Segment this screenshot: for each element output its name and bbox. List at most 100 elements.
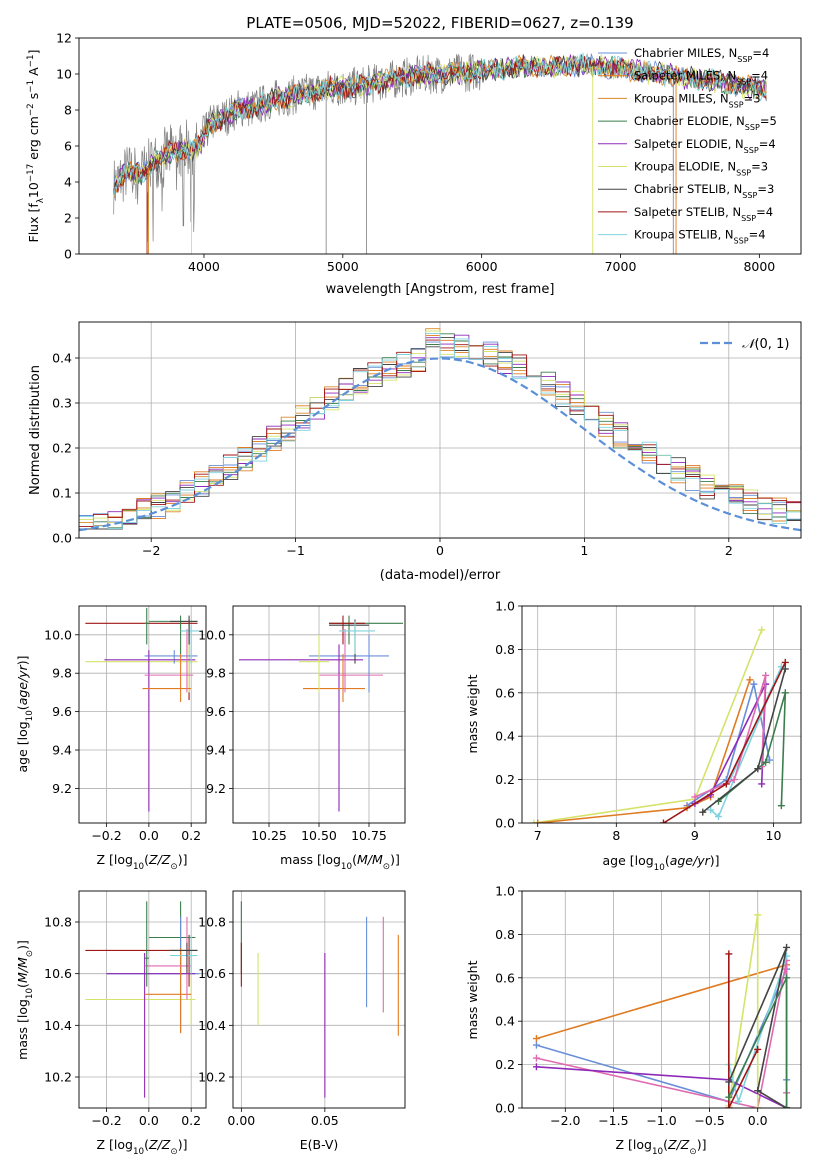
x-axis-label: mass [log10(M/M⊙)] bbox=[280, 852, 400, 872]
x-tick-label: −1 bbox=[286, 543, 304, 558]
x-tick-label: 0.00 bbox=[227, 1113, 255, 1128]
weight-metallicity-marker bbox=[754, 911, 762, 919]
y-tick-label: 0.2 bbox=[495, 772, 515, 787]
plot-area bbox=[79, 328, 801, 532]
weight-metallicity-marker bbox=[532, 1063, 540, 1071]
gaussian-reference-line bbox=[79, 357, 801, 532]
y-tick-label: 10.6 bbox=[198, 966, 226, 981]
y-tick-label: 9.6 bbox=[206, 704, 226, 719]
y-axis-label: age [log10(age/yr)] bbox=[15, 655, 35, 772]
panel-residuals: −2 −1 0 1 2 0.0 0.1 0.2 0.3 0.4 𝒩(0, 1) (data-model… bbox=[28, 321, 802, 583]
spectrum-model-line bbox=[113, 52, 767, 198]
weight-metallicity-marker bbox=[754, 1104, 762, 1108]
x-tick-label: 5000 bbox=[327, 259, 359, 274]
weight-age-marker bbox=[781, 689, 789, 697]
y-tick-label: 9.6 bbox=[52, 704, 72, 719]
weight-age-marker bbox=[707, 806, 715, 814]
panel-weight_vs_age: 7 8 9 10 0.0 0.2 0.4 0.6 0.8 1.0 age [log10(age/yr… bbox=[465, 599, 802, 873]
y-tick-label: 9.2 bbox=[206, 781, 226, 796]
x-tick-label: 7000 bbox=[605, 259, 637, 274]
y-tick-label: 0.1 bbox=[52, 486, 72, 501]
legend-entry: Salpeter STELIB, NSSP=4 bbox=[634, 205, 773, 223]
x-tick-label: 0 bbox=[436, 543, 444, 558]
x-tick-label: 0.05 bbox=[311, 1113, 339, 1128]
weight-age-marker bbox=[659, 819, 667, 823]
x-axis-label: Z [log10(Z/Z⊙)] bbox=[97, 1137, 188, 1157]
weight-age-marker bbox=[722, 780, 730, 788]
plot-area bbox=[239, 615, 403, 812]
panel-mass_vs_ebv: 0.00 0.05 10.2 10.4 10.6 10.8 E(B-V) bbox=[198, 890, 406, 1152]
weight-age-marker bbox=[762, 671, 770, 679]
y-axis-label: mass weight bbox=[465, 674, 480, 753]
weight-metallicity-marker bbox=[725, 1093, 733, 1101]
weight-age-marker bbox=[758, 626, 766, 634]
y-tick-label: 9.8 bbox=[206, 666, 226, 681]
residual-histogram bbox=[79, 334, 801, 530]
weight-age-line bbox=[663, 662, 787, 823]
y-tick-label: 10.2 bbox=[44, 1070, 72, 1085]
y-tick-label: 8 bbox=[64, 103, 72, 118]
x-tick-label: −2.0 bbox=[550, 1113, 580, 1128]
legend-entry: Kroupa ELODIE, NSSP=3 bbox=[634, 160, 768, 178]
plot-area bbox=[530, 626, 789, 823]
y-tick-label: 1.0 bbox=[495, 599, 515, 614]
weight-age-marker bbox=[758, 780, 766, 788]
weight-age-marker bbox=[781, 665, 789, 673]
weight-age-marker bbox=[754, 765, 762, 773]
weight-metallicity-marker bbox=[725, 1104, 733, 1108]
y-tick-label: 0.4 bbox=[495, 1014, 515, 1029]
weight-age-marker bbox=[781, 658, 789, 666]
y-tick-label: 2 bbox=[64, 211, 72, 226]
x-axis-label: wavelength [Angstrom, rest frame] bbox=[326, 282, 555, 297]
weight-age-line bbox=[694, 683, 767, 805]
x-tick-label: 0.0 bbox=[139, 828, 159, 843]
plot-area bbox=[113, 52, 767, 254]
y-tick-label: 0.8 bbox=[495, 927, 515, 942]
spectrum-model-line bbox=[113, 55, 767, 191]
weight-metallicity-marker bbox=[725, 950, 733, 958]
legend-entry: Salpeter ELODIE, NSSP=4 bbox=[634, 137, 776, 155]
plot-area bbox=[85, 607, 200, 812]
y-tick-label: 10.0 bbox=[44, 627, 72, 642]
y-tick-label: 9.4 bbox=[206, 743, 226, 758]
legend-entry: Chabrier STELIB, NSSP=3 bbox=[634, 182, 774, 200]
legend-entry: 𝒩(0, 1) bbox=[742, 337, 789, 352]
x-tick-label: 9 bbox=[691, 828, 699, 843]
y-tick-label: 0.2 bbox=[52, 441, 72, 456]
weight-metallicity-line bbox=[727, 953, 759, 1108]
y-tick-label: 10 bbox=[56, 67, 72, 82]
legend-entry: Kroupa STELIB, NSSP=4 bbox=[634, 228, 766, 246]
y-tick-label: 0.2 bbox=[495, 1057, 515, 1072]
figure-title: PLATE=0506, MJD=52022, FIBERID=0627, z=0… bbox=[246, 14, 633, 32]
x-axis-label: Z [log10(Z/Z⊙)] bbox=[616, 1137, 707, 1157]
axes-frame bbox=[521, 605, 802, 824]
x-axis-label: (data-model)/error bbox=[380, 568, 501, 583]
y-tick-label: 10.8 bbox=[198, 915, 226, 930]
y-tick-label: 0.0 bbox=[495, 1101, 515, 1116]
spectrum-model-line bbox=[113, 54, 767, 193]
x-tick-label: 10 bbox=[766, 828, 782, 843]
weight-metallicity-line bbox=[728, 946, 788, 1108]
x-tick-label: −1.0 bbox=[646, 1113, 676, 1128]
x-tick-label: 4000 bbox=[188, 259, 220, 274]
x-tick-label: −1.5 bbox=[598, 1113, 628, 1128]
x-tick-label: 8000 bbox=[743, 259, 775, 274]
y-tick-label: 0.8 bbox=[495, 642, 515, 657]
weight-metallicity-marker bbox=[783, 974, 791, 982]
y-axis-label: Flux [fλ10−17 erg cm−2 s−1 A−1] bbox=[26, 50, 46, 243]
x-tick-label: 10.50 bbox=[301, 828, 337, 843]
y-tick-label: 10.0 bbox=[198, 627, 226, 642]
x-tick-label: 0.0 bbox=[139, 1113, 159, 1128]
y-tick-label: 10.6 bbox=[44, 966, 72, 981]
plot-area bbox=[532, 911, 791, 1108]
y-tick-label: 1.0 bbox=[495, 884, 515, 899]
x-tick-label: −0.5 bbox=[694, 1113, 724, 1128]
weight-metallicity-marker bbox=[532, 1035, 540, 1043]
axes-frame bbox=[78, 605, 207, 824]
weight-age-marker bbox=[762, 758, 770, 766]
weight-age-marker bbox=[777, 802, 785, 810]
weight-age-marker bbox=[699, 808, 707, 816]
legend-entry: Chabrier MILES, NSSP=4 bbox=[634, 46, 769, 64]
weight-metallicity-marker bbox=[734, 1097, 742, 1105]
